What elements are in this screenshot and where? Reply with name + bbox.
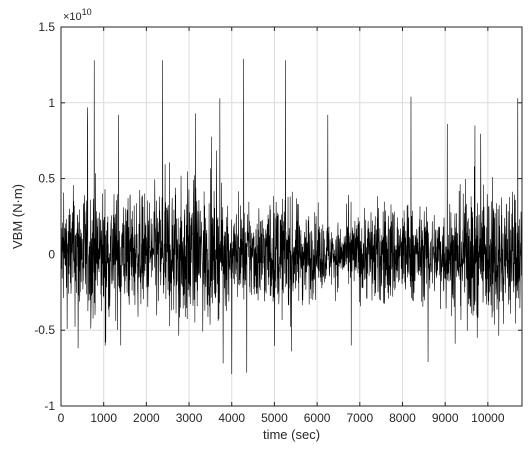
- y-tick-label: 0: [48, 247, 55, 261]
- axes-box: [60, 26, 523, 407]
- x-tick-label: 4000: [218, 411, 245, 425]
- x-tick-label: 7000: [346, 411, 373, 425]
- x-tick-label: 1000: [90, 411, 117, 425]
- x-tick-label: 3000: [176, 411, 203, 425]
- y-tick-label: 1: [48, 96, 55, 110]
- x-tick-label: 8000: [389, 411, 416, 425]
- y-axis-label: VBM (N·m): [10, 184, 25, 249]
- y-exponent-label: ×1010: [63, 7, 92, 23]
- series-line: [60, 58, 523, 375]
- x-tick-label: 2000: [133, 411, 160, 425]
- y-exponent-power: 10: [82, 7, 92, 17]
- x-tick-label: 9000: [432, 411, 459, 425]
- y-tick-label: 1.5: [38, 20, 55, 34]
- y-tick-label: -0.5: [34, 323, 55, 337]
- plot-area: [60, 58, 523, 375]
- x-axis-label: time (sec): [263, 427, 320, 442]
- x-tick-label: 5000: [261, 411, 288, 425]
- ticks: 0 1000 2000 3000 4000 5000 6000 7000 8000 9000 100…: [34, 20, 522, 425]
- y-tick-label: -1: [44, 399, 55, 413]
- x-tick-label: 10000: [471, 411, 505, 425]
- x-tick-label: 6000: [304, 411, 331, 425]
- y-tick-label: 0.5: [38, 172, 55, 186]
- x-tick-label: 0: [58, 411, 65, 425]
